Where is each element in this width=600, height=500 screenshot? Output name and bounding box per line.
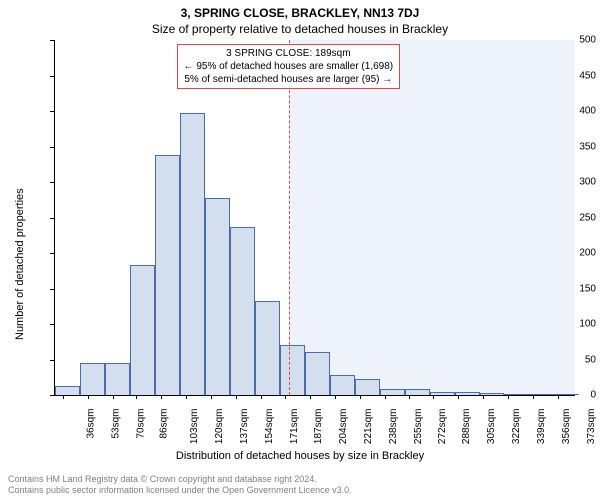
y-tick-label: 100	[548, 319, 596, 330]
x-tick-mark	[136, 395, 137, 399]
x-tick-label: 103sqm	[189, 409, 200, 445]
y-tick-label: 300	[548, 177, 596, 188]
x-tick-mark	[113, 395, 114, 399]
footer-line-1: Contains HM Land Registry data © Crown c…	[8, 474, 352, 485]
y-tick-mark	[50, 147, 54, 148]
x-tick-mark	[385, 395, 386, 399]
histogram-bar	[205, 198, 230, 395]
histogram-bar	[80, 363, 105, 395]
callout-line-1: 3 SPRING CLOSE: 189sqm	[184, 47, 394, 60]
histogram-bar	[405, 389, 430, 395]
chart-subtitle: Size of property relative to detached ho…	[0, 22, 600, 36]
histogram-bar	[230, 227, 255, 395]
y-tick-mark	[50, 76, 54, 77]
y-tick-mark	[50, 40, 54, 41]
x-tick-mark	[88, 395, 89, 399]
x-tick-mark	[186, 395, 187, 399]
x-tick-mark	[409, 395, 410, 399]
x-tick-label: 356sqm	[561, 409, 572, 445]
callout-line-2: ← 95% of detached houses are smaller (1,…	[184, 60, 394, 73]
y-tick-mark	[50, 253, 54, 254]
x-tick-label: 137sqm	[239, 409, 250, 445]
x-tick-mark	[236, 395, 237, 399]
histogram-bar	[330, 375, 355, 395]
x-tick-mark	[310, 395, 311, 399]
x-tick-mark	[211, 395, 212, 399]
x-tick-mark	[285, 395, 286, 399]
footer-line-2: Contains public sector information licen…	[8, 485, 352, 496]
x-tick-label: 221sqm	[363, 409, 374, 445]
x-tick-label: 120sqm	[214, 409, 225, 445]
histogram-bar	[305, 352, 330, 395]
callout-box: 3 SPRING CLOSE: 189sqm ← 95% of detached…	[177, 44, 401, 89]
y-tick-label: 150	[548, 283, 596, 294]
x-tick-label: 288sqm	[461, 409, 472, 445]
x-tick-mark	[63, 395, 64, 399]
y-tick-label: 50	[548, 354, 596, 365]
y-axis-label: Number of detached properties	[14, 188, 26, 340]
x-tick-mark	[558, 395, 559, 399]
x-tick-label: 322sqm	[511, 409, 522, 445]
x-tick-label: 272sqm	[438, 409, 449, 445]
x-axis-label: Distribution of detached houses by size …	[0, 450, 600, 462]
y-tick-label: 250	[548, 212, 596, 223]
plot-area: 3 SPRING CLOSE: 189sqm ← 95% of detached…	[54, 40, 575, 396]
x-tick-label: 305sqm	[486, 409, 497, 445]
y-tick-label: 500	[548, 35, 596, 46]
x-tick-label: 373sqm	[586, 409, 597, 445]
x-tick-mark	[533, 395, 534, 399]
x-tick-label: 36sqm	[85, 409, 96, 439]
x-tick-label: 255sqm	[413, 409, 424, 445]
y-tick-mark	[50, 182, 54, 183]
x-tick-mark	[483, 395, 484, 399]
x-tick-mark	[360, 395, 361, 399]
x-tick-label: 339sqm	[536, 409, 547, 445]
y-tick-mark	[50, 395, 54, 396]
footer-attribution: Contains HM Land Registry data © Crown c…	[8, 474, 352, 496]
histogram-bar	[380, 389, 405, 395]
histogram-bar	[255, 301, 280, 395]
y-tick-mark	[50, 289, 54, 290]
chart-title-address: 3, SPRING CLOSE, BRACKLEY, NN13 7DJ	[0, 6, 600, 20]
y-tick-mark	[50, 360, 54, 361]
y-tick-label: 200	[548, 248, 596, 259]
callout-line-3: 5% of semi-detached houses are larger (9…	[184, 73, 394, 86]
x-tick-label: 154sqm	[264, 409, 275, 445]
x-tick-mark	[458, 395, 459, 399]
x-tick-label: 187sqm	[313, 409, 324, 445]
histogram-bar	[280, 345, 305, 395]
x-tick-label: 238sqm	[388, 409, 399, 445]
histogram-bar	[105, 363, 130, 395]
x-tick-label: 86sqm	[159, 409, 170, 439]
y-tick-label: 400	[548, 106, 596, 117]
histogram-bar	[180, 113, 205, 395]
highlight-larger-region	[289, 40, 575, 395]
x-tick-label: 70sqm	[135, 409, 146, 439]
x-tick-mark	[508, 395, 509, 399]
y-tick-mark	[50, 324, 54, 325]
x-tick-label: 204sqm	[338, 409, 349, 445]
y-tick-label: 350	[548, 141, 596, 152]
y-tick-label: 0	[548, 390, 596, 401]
chart-container: { "canvas": { "width": 600, "height": 50…	[0, 0, 600, 500]
x-tick-label: 53sqm	[110, 409, 121, 439]
reference-line	[289, 40, 290, 395]
histogram-bar	[355, 379, 380, 395]
x-tick-mark	[335, 395, 336, 399]
x-tick-mark	[433, 395, 434, 399]
y-tick-mark	[50, 111, 54, 112]
x-tick-mark	[261, 395, 262, 399]
histogram-bar	[155, 155, 180, 395]
histogram-bar	[55, 386, 80, 395]
histogram-bar	[130, 265, 155, 395]
x-tick-mark	[161, 395, 162, 399]
x-tick-label: 171sqm	[289, 409, 300, 445]
y-tick-mark	[50, 218, 54, 219]
y-tick-label: 450	[548, 70, 596, 81]
